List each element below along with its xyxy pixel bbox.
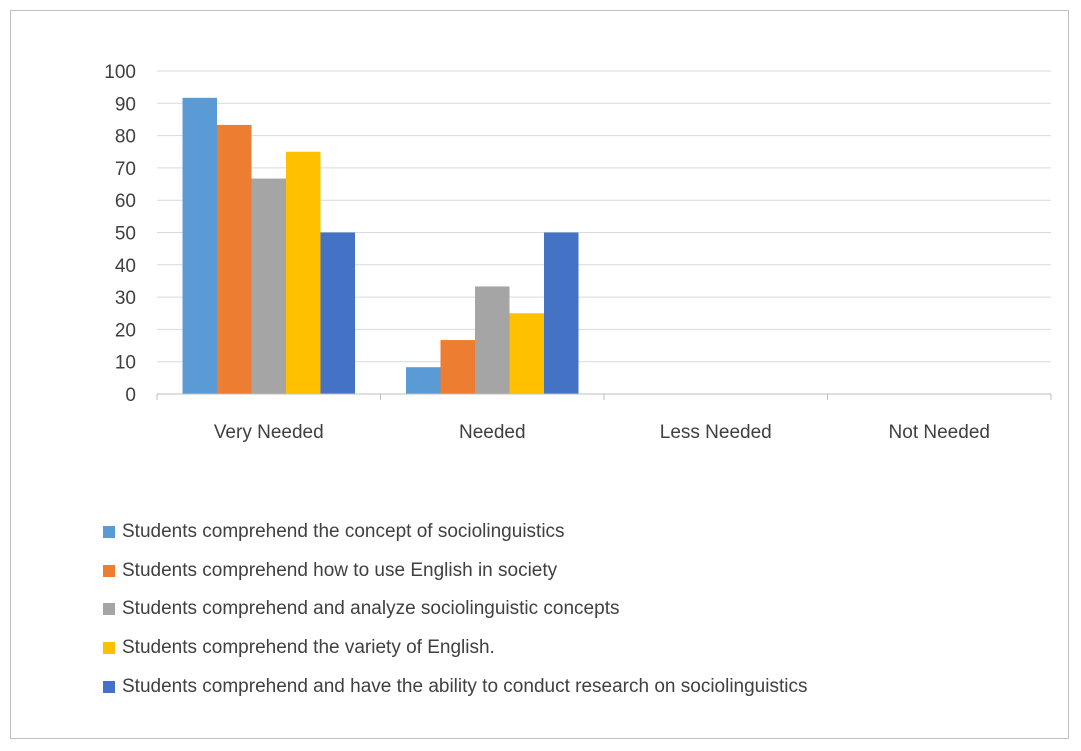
legend-swatch — [103, 680, 115, 693]
legend-item: Students comprehend and have the ability… — [103, 675, 808, 697]
bars — [182, 97, 579, 395]
legend-item: Students comprehend the concept of socio… — [103, 521, 807, 542]
bar — [182, 97, 217, 395]
legend-swatch — [103, 564, 115, 577]
y-tick-label: 30 — [115, 288, 136, 309]
x-category-label: Needed — [459, 422, 526, 443]
y-tick-label: 100 — [104, 62, 136, 83]
y-tick-label: 50 — [115, 224, 136, 245]
bar — [475, 286, 510, 394]
bar — [509, 313, 544, 394]
legend-swatch — [103, 642, 115, 655]
axis-labels: 0 10 20 30 40 50 60 70 80 90 100 Very Needed Needed L… — [104, 62, 990, 443]
legend-label: Students comprehend and have the ability… — [122, 675, 808, 697]
legend-label: Students comprehend the concept of socio… — [122, 521, 565, 542]
y-tick-label: 20 — [115, 320, 136, 341]
legend: Students comprehend the concept of socio… — [103, 521, 808, 715]
legend-label: Students comprehend how to use English i… — [122, 559, 558, 581]
bar — [406, 367, 441, 394]
legend-item: Students comprehend and analyze sociolin… — [103, 598, 807, 620]
y-tick-label: 0 — [125, 385, 136, 406]
y-tick-label: 80 — [115, 127, 136, 148]
bar — [251, 178, 286, 394]
x-category-label: Not Needed — [889, 422, 990, 443]
legend-label: Students comprehend and analyze sociolin… — [122, 598, 620, 620]
x-category-label: Less Needed — [660, 422, 772, 443]
x-category-label: Very Needed — [214, 422, 324, 443]
bar — [286, 151, 321, 394]
bar — [544, 232, 579, 394]
y-tick-label: 90 — [115, 94, 136, 115]
legend-item: Students comprehend the variety of Engli… — [103, 637, 807, 659]
bar — [320, 232, 355, 394]
legend-swatch — [103, 603, 115, 616]
legend-label: Students comprehend the variety of Engli… — [122, 637, 495, 659]
y-tick-label: 70 — [115, 159, 136, 180]
legend-swatch — [103, 526, 115, 538]
bar — [217, 124, 252, 394]
y-tick-label: 10 — [115, 353, 136, 374]
bar — [440, 340, 475, 394]
y-tick-label: 60 — [115, 191, 136, 212]
axes — [156, 393, 1052, 400]
legend-item: Students comprehend how to use English i… — [103, 559, 807, 581]
y-tick-label: 40 — [115, 256, 136, 277]
